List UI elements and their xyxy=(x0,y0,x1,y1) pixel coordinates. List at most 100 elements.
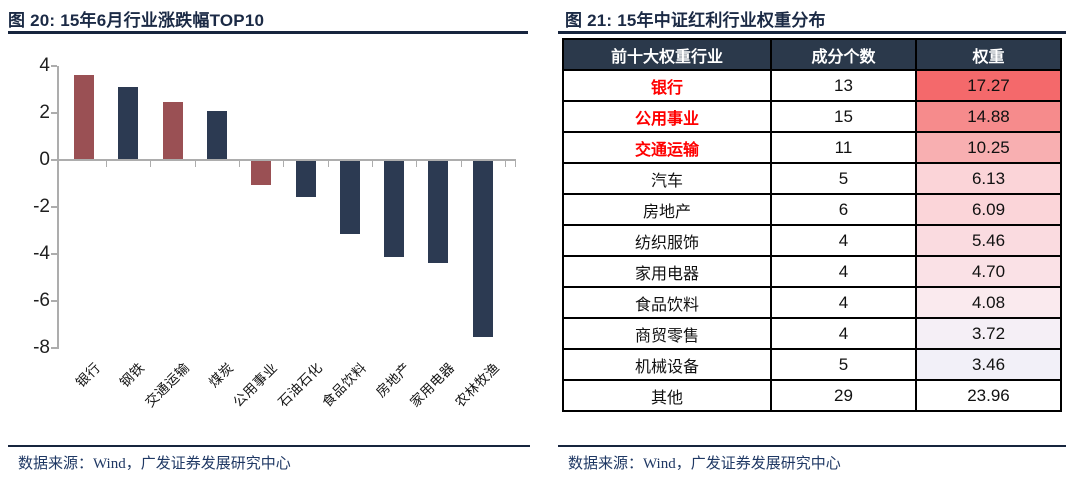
figure-21-panel: 图 21: 15年中证红利行业权重分布 前十大权重行业 成分个数 权重 银行 13 17… xyxy=(540,0,1080,486)
weight-cell: 5.46 xyxy=(915,224,1062,257)
count-cell: 4 xyxy=(770,224,917,257)
x-axis-tick-mark xyxy=(150,161,152,167)
bar-房地产 xyxy=(384,161,405,258)
figure-20-panel: 图 20: 15年6月行业涨跌幅TOP10 4 2 0 -2 -4 -6 -8 银行 钢铁 交通运… xyxy=(8,11,530,472)
industry-cell: 其他 xyxy=(562,379,772,412)
count-cell: 15 xyxy=(770,100,917,133)
industry-cell: 机械设备 xyxy=(562,348,772,381)
industry-cell: 银行 xyxy=(562,69,772,102)
count-cell: 5 xyxy=(770,348,917,381)
y-axis-tick-label: 0 xyxy=(39,149,50,170)
industry-cell: 纺织服饰 xyxy=(562,224,772,257)
industry-change-bar-chart: 4 2 0 -2 -4 -6 -8 银行 钢铁 交通运输 煤炭 公用事业 石油石化 食品饮料 房地产 家用电器… xyxy=(33,55,516,410)
column-header: 前十大权重行业 xyxy=(562,38,772,71)
figure-20-footer-rule xyxy=(8,445,530,447)
y-axis-tick-label: 4 xyxy=(39,55,50,76)
y-axis-line xyxy=(57,66,59,349)
y-axis-tick-mark xyxy=(51,253,57,255)
count-cell: 11 xyxy=(770,131,917,164)
y-axis-tick-mark xyxy=(51,65,57,67)
y-axis-tick-label: -2 xyxy=(33,196,50,217)
industry-cell: 商贸零售 xyxy=(562,317,772,350)
table-header: 前十大权重行业 成分个数 权重 xyxy=(562,38,1062,71)
figure-21-title: 图 21: 15年中证红利行业权重分布 xyxy=(565,11,826,30)
table-row: 交通运输 11 10.25 xyxy=(562,131,1062,164)
y-axis-tick-label: -8 xyxy=(33,337,50,358)
y-axis-tick-mark xyxy=(51,300,57,302)
industry-cell: 汽车 xyxy=(562,162,772,195)
bar-煤炭 xyxy=(206,110,227,160)
count-cell: 13 xyxy=(770,69,917,102)
table-body: 银行 13 17.27 公用事业 15 14.88 交通运输 11 10.25 汽车 5 6.13 房地… xyxy=(562,69,1062,412)
y-axis-tick-mark xyxy=(51,112,57,114)
x-axis-tick-mark xyxy=(504,161,506,167)
table-row: 银行 13 17.27 xyxy=(562,69,1062,102)
x-axis-tick-mark xyxy=(327,161,329,167)
bar-石油石化 xyxy=(295,161,316,198)
weight-cell: 10.25 xyxy=(915,131,1062,164)
column-header: 成分个数 xyxy=(770,38,917,71)
weight-cell: 3.46 xyxy=(915,348,1062,381)
bar-交通运输 xyxy=(162,102,183,160)
count-cell: 4 xyxy=(770,286,917,319)
bar-银行 xyxy=(74,75,94,160)
weight-cell: 14.88 xyxy=(915,100,1062,133)
x-axis-tick-mark xyxy=(416,161,418,167)
table-row: 商贸零售 4 3.72 xyxy=(562,317,1062,350)
figure-20-source: 数据来源：Wind，广发证券发展研究中心 xyxy=(18,456,291,472)
count-cell: 5 xyxy=(770,162,917,195)
y-axis-tick-mark xyxy=(51,159,57,161)
dividend-index-weights-table: 前十大权重行业 成分个数 权重 银行 13 17.27 公用事业 15 14.88 交通运输 11… xyxy=(562,38,1062,412)
x-axis-tick-mark xyxy=(194,161,196,167)
table-row: 其他 29 23.96 xyxy=(562,379,1062,412)
weight-cell: 6.13 xyxy=(915,162,1062,195)
count-cell: 4 xyxy=(770,317,917,350)
weight-cell: 3.72 xyxy=(915,317,1062,350)
y-axis-tick-label: 2 xyxy=(39,102,50,123)
table-row: 纺织服饰 4 5.46 xyxy=(562,224,1062,257)
x-axis-tick-mark xyxy=(239,161,241,167)
y-axis-tick-mark xyxy=(51,347,57,349)
y-axis-tick-mark xyxy=(51,206,57,208)
x-axis-tick-mark xyxy=(283,161,285,167)
table-row: 房地产 6 6.09 xyxy=(562,193,1062,226)
figure-21-title-rule xyxy=(558,31,1066,34)
table-row: 机械设备 5 3.46 xyxy=(562,348,1062,381)
weight-cell: 4.70 xyxy=(915,255,1062,288)
table-row: 食品饮料 4 4.08 xyxy=(562,286,1062,319)
bar-钢铁 xyxy=(118,87,139,160)
count-cell: 29 xyxy=(770,379,917,412)
weight-cell: 17.27 xyxy=(915,69,1062,102)
industry-cell: 公用事业 xyxy=(562,100,772,133)
figure-20-title: 图 20: 15年6月行业涨跌幅TOP10 xyxy=(8,11,265,30)
bar-食品饮料 xyxy=(339,161,360,234)
table-row: 公用事业 15 14.88 xyxy=(562,100,1062,133)
y-axis-tick-label: -4 xyxy=(33,243,50,264)
table-header-row: 前十大权重行业 成分个数 权重 xyxy=(562,38,1062,71)
x-axis-tick-mark xyxy=(460,161,462,167)
bar-家用电器 xyxy=(428,161,449,264)
industry-cell: 家用电器 xyxy=(562,255,772,288)
table-row: 家用电器 4 4.70 xyxy=(562,255,1062,288)
zero-baseline xyxy=(57,159,516,161)
bar-公用事业 xyxy=(251,161,272,185)
figure-20-title-rule xyxy=(8,31,528,34)
industry-cell: 食品饮料 xyxy=(562,286,772,319)
column-header: 权重 xyxy=(915,38,1062,71)
x-axis-tick-mark xyxy=(371,161,373,167)
figure-21-footer-rule xyxy=(558,445,1066,447)
industry-cell: 房地产 xyxy=(562,193,772,226)
bar-农林牧渔 xyxy=(472,161,493,338)
weight-cell: 6.09 xyxy=(915,193,1062,226)
weight-cell: 23.96 xyxy=(915,379,1062,412)
x-axis-tick-mark xyxy=(106,161,108,167)
figure-21-source: 数据来源：Wind，广发证券发展研究中心 xyxy=(568,456,841,472)
industry-cell: 交通运输 xyxy=(562,131,772,164)
count-cell: 4 xyxy=(770,255,917,288)
x-axis-tick-mark xyxy=(515,161,516,167)
table-row: 汽车 5 6.13 xyxy=(562,162,1062,195)
count-cell: 6 xyxy=(770,193,917,226)
y-axis-tick-label: -6 xyxy=(33,290,50,311)
weight-cell: 4.08 xyxy=(915,286,1062,319)
